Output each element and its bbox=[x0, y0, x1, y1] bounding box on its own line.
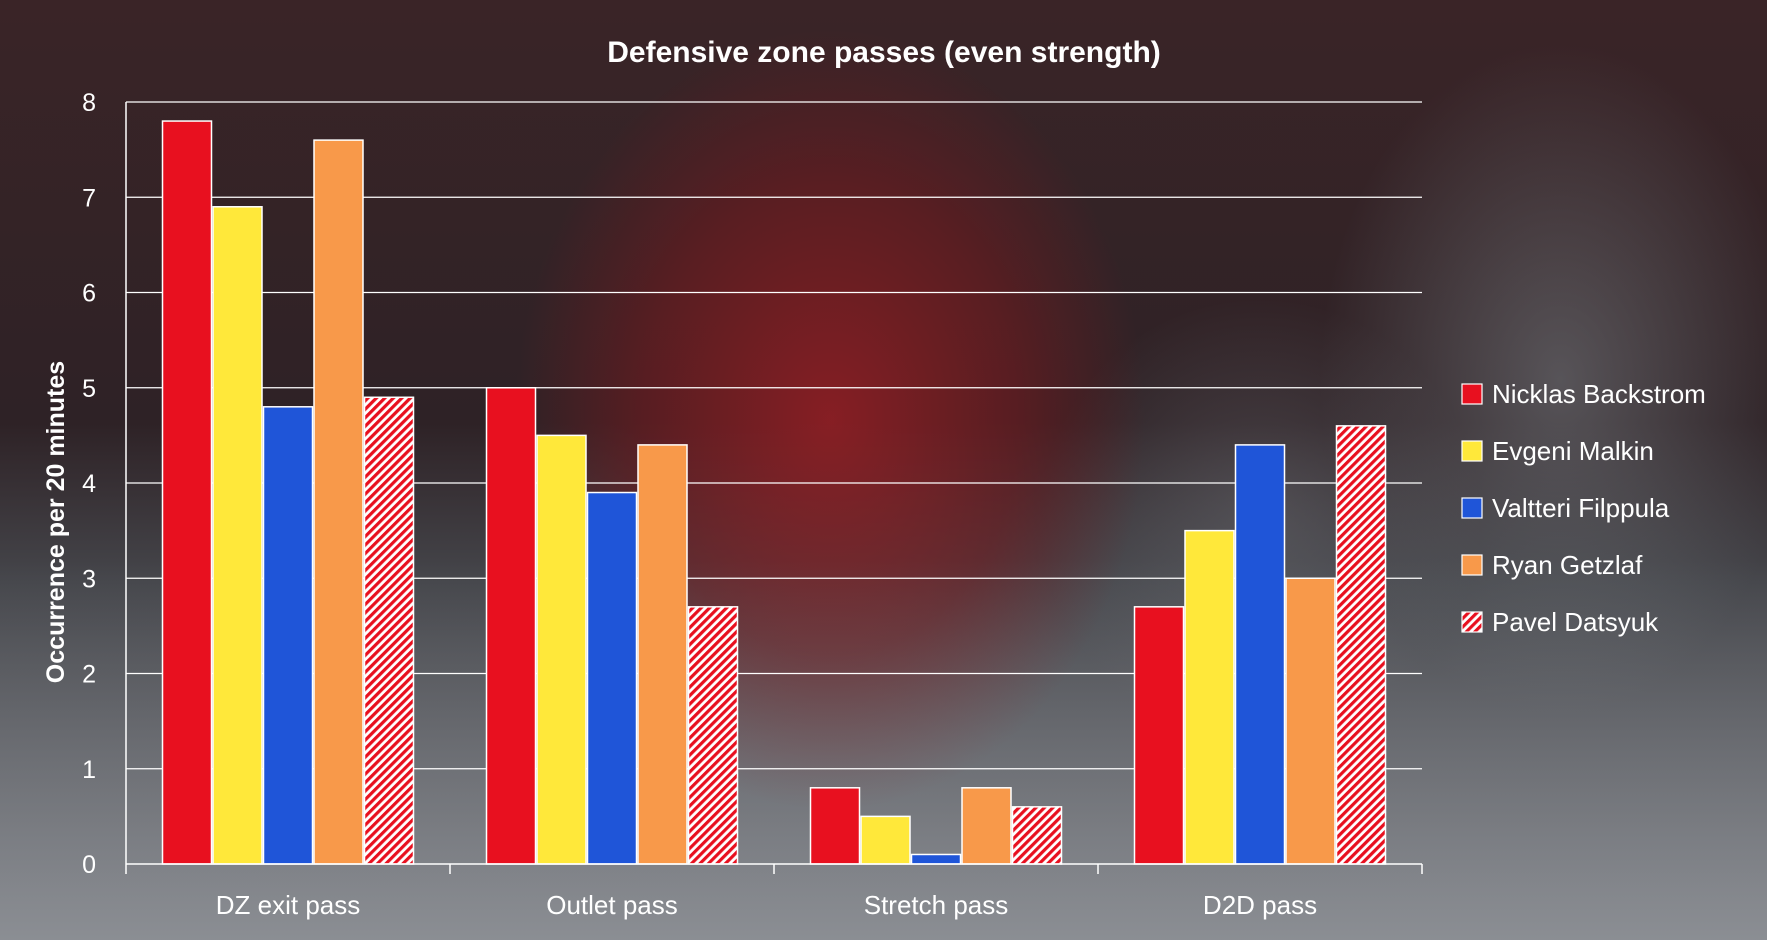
bar-valtteri-filppula bbox=[262, 406, 314, 865]
bar-pavel-datsyuk bbox=[687, 606, 739, 865]
bar-valtteri-filppula bbox=[1234, 444, 1286, 865]
legend-label: Evgeni Malkin bbox=[1492, 436, 1654, 466]
chart-title: Defensive zone passes (even strength) bbox=[607, 36, 1161, 69]
bar-valtteri-filppula bbox=[586, 491, 638, 865]
y-tick-label: 8 bbox=[82, 89, 96, 117]
legend-item: Valtteri Filppula bbox=[1461, 493, 1670, 523]
legend-swatch bbox=[1461, 440, 1483, 462]
legend-swatch bbox=[1461, 611, 1483, 633]
x-tick-label: Outlet pass bbox=[546, 890, 678, 920]
y-tick-label: 3 bbox=[82, 565, 96, 593]
bar-evgeni-malkin bbox=[1184, 529, 1235, 865]
y-tick-label: 5 bbox=[82, 375, 96, 403]
legend-item: Ryan Getzlaf bbox=[1461, 550, 1643, 580]
bar-ryan-getzlaf bbox=[1285, 577, 1336, 865]
bar-nicklas-backstrom bbox=[485, 387, 537, 865]
legend-label: Pavel Datsyuk bbox=[1492, 607, 1659, 637]
legend-swatch bbox=[1461, 554, 1483, 576]
bar-evgeni-malkin bbox=[536, 434, 587, 865]
y-tick-label: 7 bbox=[82, 184, 96, 212]
y-tick-label: 4 bbox=[82, 470, 96, 498]
legend-label: Valtteri Filppula bbox=[1492, 493, 1670, 523]
legend-label: Nicklas Backstrom bbox=[1492, 379, 1706, 409]
bar-nicklas-backstrom bbox=[1133, 606, 1185, 865]
bar-nicklas-backstrom bbox=[809, 787, 861, 865]
y-tick-label: 6 bbox=[82, 280, 96, 308]
bar-pavel-datsyuk bbox=[363, 396, 415, 865]
bar-ryan-getzlaf bbox=[961, 787, 1012, 865]
axes: 0 1 2 3 4 5 6 7 8 DZ exit pass Outlet pass Stretch … bbox=[82, 89, 1423, 920]
legend-item: Nicklas Backstrom bbox=[1461, 379, 1706, 409]
bar-nicklas-backstrom bbox=[161, 120, 213, 865]
legend-swatch bbox=[1461, 383, 1483, 405]
bar-ryan-getzlaf bbox=[313, 139, 364, 865]
legend-swatch bbox=[1461, 497, 1483, 519]
x-tick-label: DZ exit pass bbox=[216, 890, 361, 920]
x-tick-label: D2D pass bbox=[1203, 890, 1317, 920]
bar-evgeni-malkin bbox=[860, 815, 911, 865]
legend-item: Pavel Datsyuk bbox=[1461, 607, 1659, 637]
legend: Nicklas Backstrom Evgeni Malkin Valtteri F… bbox=[1461, 379, 1706, 637]
legend-label: Ryan Getzlaf bbox=[1492, 550, 1643, 580]
bar-evgeni-malkin bbox=[212, 206, 263, 865]
x-tick-label: Stretch pass bbox=[864, 890, 1009, 920]
bar-pavel-datsyuk bbox=[1335, 425, 1387, 865]
y-tick-label: 1 bbox=[82, 756, 96, 784]
bars bbox=[161, 120, 1387, 865]
y-tick-label: 0 bbox=[82, 851, 96, 879]
y-axis-label: Occurrence per 20 minutes bbox=[42, 361, 70, 683]
legend-item: Evgeni Malkin bbox=[1461, 436, 1654, 466]
y-tick-label: 2 bbox=[82, 661, 96, 689]
bar-ryan-getzlaf bbox=[637, 444, 688, 865]
bar-valtteri-filppula bbox=[910, 853, 962, 865]
bar-pavel-datsyuk bbox=[1011, 806, 1063, 865]
